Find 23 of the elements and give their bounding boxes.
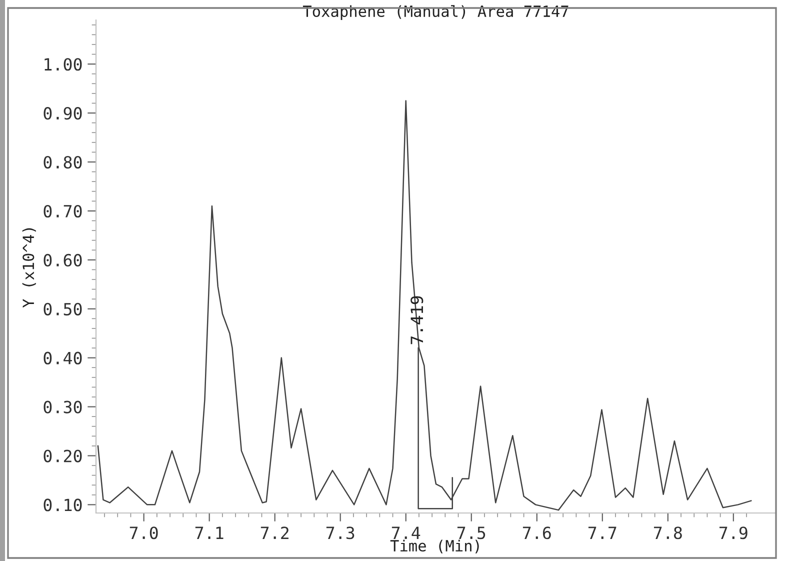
y-tick-label: 0.50: [44, 302, 82, 316]
annotation: 7.419: [410, 296, 424, 344]
x-tick-label: 7.5: [457, 526, 486, 540]
y-tick-label: 0.30: [44, 400, 82, 414]
x-tick-label: 7.8: [654, 526, 682, 540]
y-axis-title: Y (x10^4): [22, 228, 36, 308]
y-tick-label: 0.10: [44, 498, 82, 512]
y-tick-label: 0.90: [44, 107, 82, 120]
x-tick-label: 7.7: [588, 526, 616, 539]
x-tick-label: 7.0: [130, 526, 158, 540]
y-tick-label: 0.80: [44, 156, 82, 169]
y-tick-label: 0.60: [44, 254, 82, 267]
y-tick-label: 0.40: [44, 352, 82, 364]
x-axis-title: Time (Min): [390, 540, 479, 554]
y-tick-label: 0.20: [44, 450, 82, 462]
x-tick-label: 7.3: [326, 526, 354, 540]
x-tick-label: 7.1: [195, 526, 224, 539]
x-tick-label: 7.6: [522, 526, 551, 540]
x-tick-label: 7.2: [260, 526, 288, 539]
x-tick-label: 7.9: [719, 526, 748, 540]
x-tick-label: 7.4: [392, 526, 420, 539]
y-tick-label: 1.00: [44, 58, 82, 71]
y-tick-label: 0.70: [44, 204, 82, 218]
